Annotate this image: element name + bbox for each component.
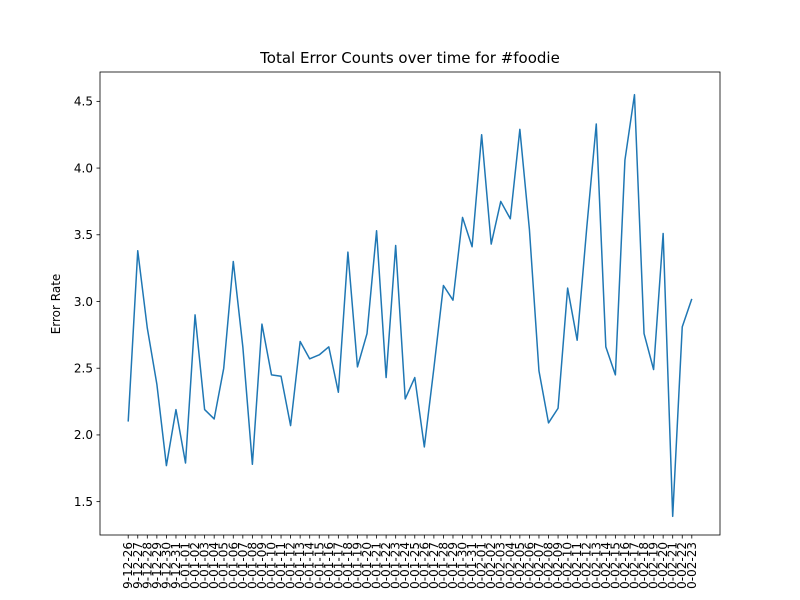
x-tick-label: 0-01-12 (284, 542, 298, 589)
x-axis: 9-12-269-12-279-12-289-12-299-12-309-12-… (121, 535, 699, 589)
y-tick-label: 1.5 (74, 495, 93, 509)
x-tick-label: 0-01-24 (398, 542, 412, 589)
x-tick-label: 0-01-30 (456, 542, 470, 589)
y-tick-label: 3.5 (74, 228, 93, 242)
x-tick-label: 9-12-31 (169, 542, 183, 589)
x-tick-label: 0-01-17 (331, 542, 345, 589)
x-tick-label: 0-02-09 (551, 542, 565, 589)
x-tick-label: 0-01-01 (179, 542, 193, 589)
plot-area (127, 93, 693, 518)
x-tick-label: 0-02-10 (561, 542, 575, 589)
x-tick-label: 0-02-01 (475, 542, 489, 589)
x-tick-label: 0-01-22 (379, 542, 393, 589)
x-tick-label: 0-02-06 (522, 542, 536, 589)
y-tick-label: 2.0 (74, 428, 93, 442)
x-tick-label: 0-02-22 (675, 542, 689, 589)
x-tick-label: 0-01-08 (245, 542, 259, 589)
x-tick-label: 0-01-27 (427, 542, 441, 589)
x-tick-label: 0-01-10 (264, 542, 278, 589)
x-tick-label: 0-01-09 (255, 542, 269, 589)
x-tick-label: 9-12-28 (140, 542, 154, 589)
x-tick-label: 0-01-04 (207, 542, 221, 589)
x-tick-label: 0-02-08 (542, 542, 556, 589)
x-tick-label: 0-02-19 (647, 542, 661, 589)
x-tick-label: 9-12-27 (131, 542, 145, 589)
x-tick-label: 0-02-07 (532, 542, 546, 589)
x-tick-label: 0-01-28 (436, 542, 450, 589)
x-tick-label: 0-01-25 (408, 542, 422, 589)
x-tick-label: 0-01-11 (274, 542, 288, 589)
x-tick-label: 0-01-05 (217, 542, 231, 589)
x-tick-label: 0-01-07 (236, 542, 250, 589)
y-tick-label: 4.5 (74, 95, 93, 109)
x-tick-label: 0-01-14 (303, 542, 317, 589)
x-tick-label: 0-01-13 (293, 542, 307, 589)
x-tick-label: 0-02-02 (484, 542, 498, 589)
x-tick-label: 0-02-21 (666, 542, 680, 589)
plot-frame (99, 71, 721, 536)
x-tick-label: 9-12-30 (159, 542, 173, 589)
x-tick-label: 0-02-11 (570, 542, 584, 589)
x-tick-label: 0-02-16 (618, 542, 632, 589)
x-tick-label: 0-02-04 (503, 542, 517, 589)
x-tick-label: 0-01-18 (341, 542, 355, 589)
x-tick-label: 0-02-17 (627, 542, 641, 589)
x-tick-label: 0-02-13 (589, 542, 603, 589)
x-tick-label: 0-01-15 (312, 542, 326, 589)
chart-title: Total Error Counts over time for #foodie (259, 49, 560, 67)
x-tick-label: 0-01-23 (389, 542, 403, 589)
x-tick-label: 0-01-31 (465, 542, 479, 589)
x-tick-label: 0-01-02 (188, 542, 202, 589)
x-tick-label: 0-01-20 (360, 542, 374, 589)
y-tick-label: 3.0 (74, 295, 93, 309)
series-line (127, 93, 693, 518)
x-tick-label: 0-02-18 (637, 542, 651, 589)
x-tick-label: 0-01-21 (370, 542, 384, 589)
x-tick-label: 0-02-23 (685, 542, 699, 589)
x-tick-label: 0-01-29 (446, 542, 460, 589)
y-tick-label: 2.5 (74, 362, 93, 376)
x-tick-label: 0-01-19 (350, 542, 364, 589)
x-tick-label: 0-02-15 (608, 542, 622, 589)
x-tick-label: 0-02-20 (656, 542, 670, 589)
x-tick-label: 0-02-14 (599, 542, 613, 589)
y-tick-label: 4.0 (74, 161, 93, 175)
x-tick-label: 9-12-26 (121, 542, 135, 589)
x-tick-label: 0-01-26 (417, 542, 431, 589)
x-tick-label: 9-12-29 (150, 542, 164, 589)
x-tick-label: 0-02-05 (513, 542, 527, 589)
x-tick-label: 0-01-16 (322, 542, 336, 589)
x-tick-label: 0-01-06 (226, 542, 240, 589)
x-tick-label: 0-01-03 (198, 542, 212, 589)
x-tick-label: 0-02-03 (494, 542, 508, 589)
y-axis-label: Error Rate (49, 274, 63, 335)
x-tick-label: 0-02-12 (580, 542, 594, 589)
y-axis: 1.5 2.0 2.5 3.0 3.5 4.0 4.5 (74, 95, 100, 509)
